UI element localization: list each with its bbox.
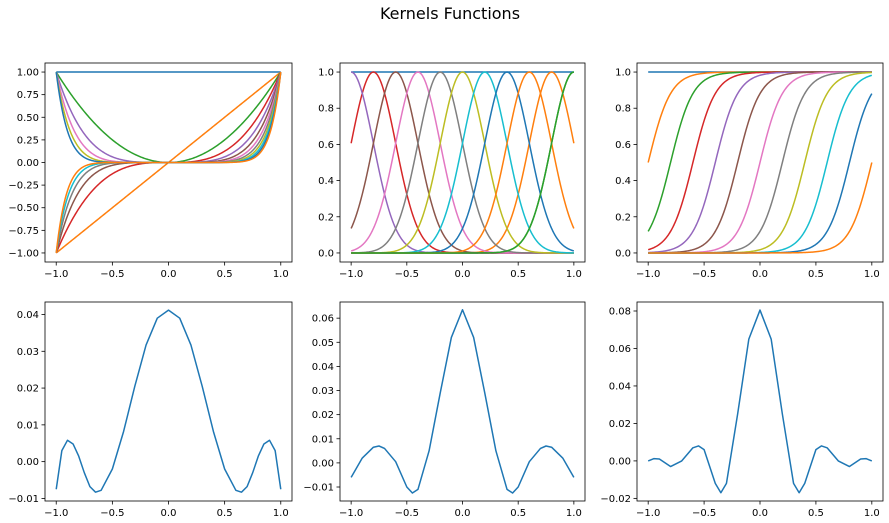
y-tick-label: −0.25: [8, 181, 39, 192]
series-group: [350, 71, 575, 254]
y-tick-label: 0.00: [17, 457, 39, 468]
x-tick-label: 0.5: [808, 269, 824, 280]
subplot-4: −1.0 −0.5 0.0 0.5 1.0 −0.01 0.00 0.01 0.02 0.03 0.…: [8, 301, 293, 519]
y-tick-label: 0.05: [312, 338, 334, 349]
x-tick-label: −1.0: [339, 508, 363, 519]
series-line-1: [647, 309, 873, 494]
series-line-12: [648, 162, 873, 254]
y-tick-label: 0.2: [615, 212, 631, 223]
x-tick-label: −0.5: [100, 269, 124, 280]
x-tick-label: 0.5: [217, 269, 233, 280]
y-tick-label: 0.75: [17, 90, 39, 101]
x-tick-label: 0.0: [752, 269, 768, 280]
y-tick-label: 0.50: [17, 113, 39, 124]
y-tick-label: 0.6: [318, 140, 334, 151]
x-tick-label: −0.5: [395, 508, 419, 519]
y-tick-label: 0.04: [609, 381, 631, 392]
x-tick-label: 0.0: [161, 269, 177, 280]
y-tick-label: 0.03: [17, 347, 39, 358]
y-tick-label: 0.04: [17, 310, 39, 321]
x-tick-label: 0.5: [510, 269, 526, 280]
y-tick-label: 0.01: [312, 434, 334, 445]
x-tick-label: 0.5: [510, 508, 526, 519]
y-tick-label: 0.03: [312, 386, 334, 397]
series-group: [647, 71, 873, 254]
x-tick-label: 1.0: [566, 269, 582, 280]
y-tick-label: 0.8: [318, 104, 334, 115]
x-tick-label: −1.0: [636, 269, 660, 280]
series-line-13: [351, 71, 575, 254]
x-tick-label: −0.5: [395, 269, 419, 280]
x-tick-label: −0.5: [692, 269, 716, 280]
x-tick-label: 0.5: [808, 508, 824, 519]
y-tick-label: −0.02: [600, 494, 631, 505]
x-tick-label: 0.0: [161, 508, 177, 519]
x-tick-label: 0.0: [752, 508, 768, 519]
y-tick-label: 0.0: [615, 248, 631, 259]
series-group: [350, 308, 575, 494]
x-tick-label: 1.0: [864, 508, 880, 519]
subplot-3: −1.0 −0.5 0.0 0.5 1.0 0.0 0.2 0.4 0.6 0.8 1.0: [615, 62, 884, 280]
y-tick-label: −1.00: [8, 248, 39, 259]
y-tick-label: 0.08: [609, 306, 631, 317]
y-tick-label: 0.06: [312, 314, 334, 325]
y-tick-label: 1.00: [17, 68, 39, 79]
y-tick-label: 0.8: [615, 104, 631, 115]
y-tick-label: 0.00: [312, 458, 334, 469]
x-tick-label: 0.0: [455, 508, 471, 519]
x-tick-label: 0.0: [455, 269, 471, 280]
x-tick-label: 1.0: [273, 269, 289, 280]
y-tick-label: 0.6: [615, 140, 631, 151]
y-tick-label: 0.0: [318, 248, 334, 259]
subplot-5: −1.0 −0.5 0.0 0.5 1.0 −0.01 0.00 0.01 0.02 0.03 0.…: [303, 301, 586, 519]
subplot-6: −1.0 −0.5 0.0 0.5 1.0 −0.02 0.00 0.02 0.04 0.06 0.…: [600, 301, 884, 519]
subplot-2: −1.0 −0.5 0.0 0.5 1.0 0.0 0.2 0.4 0.6 0.8 1.0: [318, 62, 586, 280]
x-tick-label: −1.0: [44, 508, 68, 519]
y-tick-label: 0.06: [609, 344, 631, 355]
series-line-1: [350, 308, 575, 494]
y-tick-label: 0.4: [615, 176, 631, 187]
x-tick-label: 0.5: [217, 508, 233, 519]
x-tick-label: 1.0: [566, 508, 582, 519]
x-tick-label: 1.0: [273, 508, 289, 519]
x-tick-label: −1.0: [636, 508, 660, 519]
y-tick-label: 0.25: [17, 135, 39, 146]
series-line-12: [55, 71, 282, 254]
y-tick-label: 0.02: [17, 384, 39, 395]
x-tick-label: −0.5: [100, 508, 124, 519]
x-tick-label: 1.0: [864, 269, 880, 280]
x-tick-label: −1.0: [44, 269, 68, 280]
y-tick-label: 0.04: [312, 362, 334, 373]
y-tick-label: −0.50: [8, 203, 39, 214]
figure-title: Kernels Functions: [380, 4, 520, 23]
y-tick-label: −0.01: [8, 494, 39, 505]
y-tick-label: 0.00: [17, 158, 39, 169]
y-tick-label: 0.2: [318, 212, 334, 223]
y-tick-label: 0.4: [318, 176, 334, 187]
y-tick-label: −0.75: [8, 226, 39, 237]
x-tick-label: −1.0: [339, 269, 363, 280]
series-line-1: [55, 309, 282, 493]
y-tick-label: 0.02: [312, 410, 334, 421]
subplot-1: −1.0 −0.5 0.0 0.5 1.0 −1.00 −0.75 −0.50 −0.25 0.0…: [8, 62, 293, 280]
y-tick-label: 0.02: [609, 419, 631, 430]
y-tick-label: 0.01: [17, 420, 39, 431]
y-tick-label: 1.0: [318, 68, 334, 79]
y-tick-label: 0.00: [609, 456, 631, 467]
x-tick-label: −0.5: [692, 508, 716, 519]
series-group: [55, 309, 282, 493]
y-tick-label: 1.0: [615, 68, 631, 79]
y-tick-label: −0.01: [303, 483, 334, 494]
series-group: [647, 309, 873, 494]
series-group: [55, 71, 282, 254]
